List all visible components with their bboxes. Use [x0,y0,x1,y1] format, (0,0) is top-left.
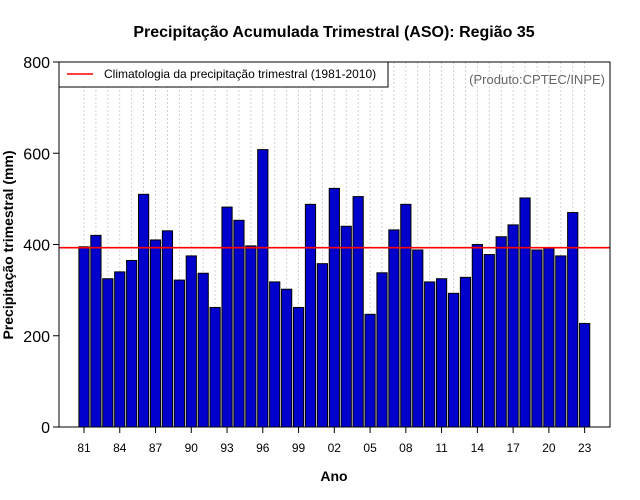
bar-2007 [388,229,400,428]
x-tick-label: 14 [471,441,485,455]
x-tick-label: 99 [292,441,306,455]
bar-1993 [221,206,233,428]
bar-2001 [316,263,328,428]
bar-1995 [245,245,257,428]
y-tick-label: 800 [23,55,50,72]
y-axis: 0 200 400 600 800 [23,55,59,437]
bar-2023 [579,322,591,428]
bar-2004 [352,196,364,428]
bar-1983 [102,278,114,428]
y-tick-label: 0 [41,420,50,437]
x-tick-label: 17 [506,441,520,455]
credit-label: (Produto:CPTEC/INPE) [469,72,605,87]
y-tick-label: 200 [23,329,50,346]
x-axis-title: Ano [320,468,347,484]
x-tick-label: 90 [185,441,199,455]
legend-box [58,61,389,88]
bar-1982 [90,234,102,428]
bar-2015 [483,254,495,428]
y-tick-label: 600 [23,146,50,163]
bar-1999 [292,306,305,428]
bar-1991 [197,272,209,428]
bar-1988 [161,230,174,428]
bar-2000 [304,203,317,428]
bar-1981 [78,246,90,428]
bar-2013 [459,276,472,428]
x-tick-label: 05 [363,441,377,455]
x-tick-label: 84 [113,441,127,455]
bar-1990 [185,255,197,428]
x-tick-label: 20 [542,441,556,455]
bar-1984 [114,271,126,428]
bar-2003 [340,225,352,428]
bar-2006 [376,272,388,428]
bar-2002 [328,187,340,428]
x-tick-label: 96 [256,441,270,455]
bar-2005 [364,313,376,428]
bar-2019 [531,249,543,428]
x-tick-label: 81 [77,441,91,455]
bar-1998 [281,288,293,428]
legend: Climatologia da precipitação trimestral … [58,61,389,88]
x-tick-label: 11 [435,441,448,455]
y-axis-title: Precipitação trimestral (mm) [0,150,16,339]
x-tick-label: 02 [328,441,342,455]
bar-1996 [257,149,269,428]
bar-1985 [126,259,138,428]
x-tick-label: 93 [220,441,234,455]
bar-2011 [436,278,448,428]
bar-1986 [138,193,150,428]
x-axis: 81 84 87 90 93 96 99 02 05 08 11 14 17 20 23 [77,427,592,455]
bar-1987 [149,239,162,428]
bar-2008 [400,203,412,428]
x-tick-label: 87 [149,441,163,455]
bar-2012 [447,292,460,428]
bar-2020 [543,247,555,428]
bar-2016 [495,236,507,428]
bar-2018 [519,197,531,428]
legend-climatology-label: Climatologia da precipitação trimestral … [104,67,376,81]
bar-2010 [424,281,436,428]
bars [78,149,591,428]
bar-1997 [269,281,281,428]
bar-2014 [471,244,483,428]
x-tick-label: 23 [578,441,592,455]
bar-2022 [567,212,579,428]
bar-2009 [412,249,424,428]
y-tick-label: 400 [23,238,50,255]
bar-1994 [233,219,245,428]
bar-1989 [173,279,185,428]
x-tick-label: 08 [399,441,413,455]
bar-1992 [209,306,221,428]
bar-2017 [507,224,519,428]
chart-title: Precipitação Acumulada Trimestral (ASO):… [133,24,534,41]
bar-2021 [555,255,567,428]
